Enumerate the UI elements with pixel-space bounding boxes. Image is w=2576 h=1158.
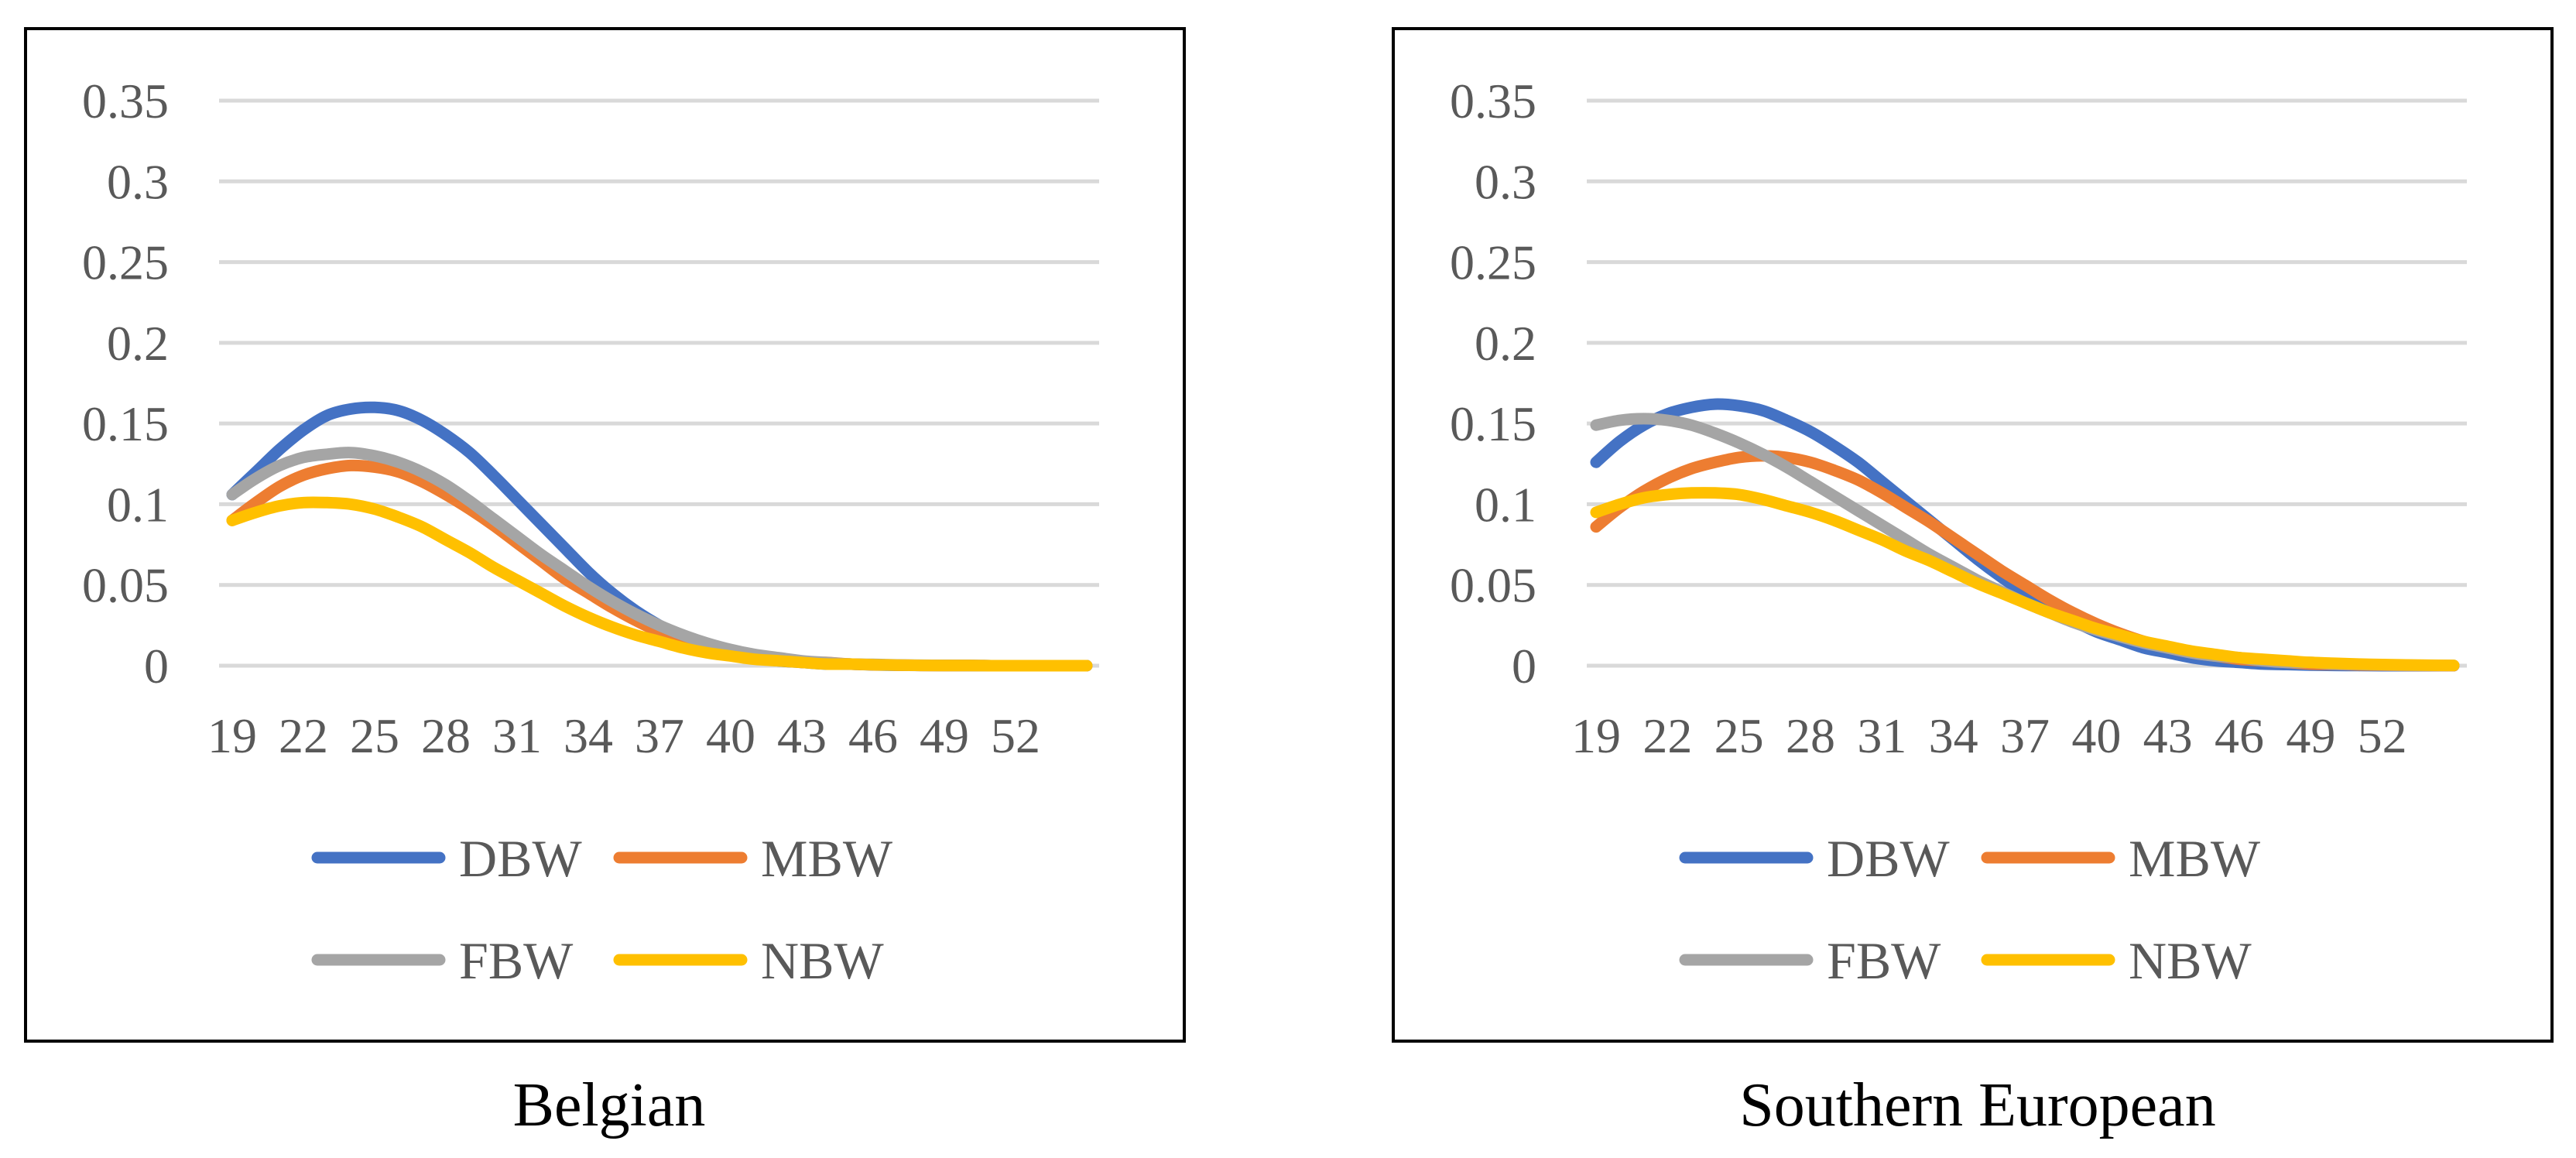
x-tick-label: 34 <box>1929 708 1978 763</box>
x-tick-label: 28 <box>1786 708 1835 763</box>
x-tick-label: 46 <box>848 708 898 763</box>
legend-label-nbw: NBW <box>761 931 884 990</box>
legend-label-fbw: FBW <box>1827 931 1941 990</box>
x-tick-label: 46 <box>2215 708 2264 763</box>
legend-label-dbw: DBW <box>459 829 582 888</box>
y-tick-label: 0.35 <box>82 74 169 128</box>
x-tick-label: 22 <box>279 708 328 763</box>
x-tick-label: 49 <box>2286 708 2335 763</box>
x-tick-label: 19 <box>1571 708 1621 763</box>
chart-frame <box>24 27 1186 1043</box>
chart-frame <box>1392 27 2554 1043</box>
chart-panel-belgian: 0 0.05 0.1 0.15 0.2 0.25 0.3 0.35 19 22 25 28 31 34 37… <box>24 27 1186 1139</box>
x-tick-label: 43 <box>2143 708 2193 763</box>
y-tick-label: 0.15 <box>82 396 169 451</box>
x-tick-label: 37 <box>635 708 684 763</box>
x-tick-label: 31 <box>492 708 542 763</box>
x-tick-label: 40 <box>706 708 755 763</box>
x-tick-label: 43 <box>777 708 827 763</box>
y-tick-label: 0 <box>1512 639 1536 694</box>
x-tick-label: 37 <box>2000 708 2050 763</box>
legend-label-mbw: MBW <box>2129 829 2261 888</box>
legend-label-nbw: NBW <box>2129 931 2252 990</box>
y-tick-label: 0.05 <box>1450 558 1536 613</box>
x-tick-label: 25 <box>350 708 399 763</box>
legend-label-mbw: MBW <box>761 829 893 888</box>
x-tick-label: 31 <box>1857 708 1906 763</box>
y-tick-label: 0.35 <box>1450 74 1536 128</box>
x-tick-label: 25 <box>1714 708 1764 763</box>
chart-caption: Southern European <box>1739 1071 2215 1139</box>
x-tick-label: 19 <box>207 708 257 763</box>
y-tick-label: 0.1 <box>107 477 169 532</box>
chart-panel-southern-european: 0 0.05 0.1 0.15 0.2 0.25 0.3 0.35 19 22 25 28 31 34 37… <box>1392 27 2554 1139</box>
y-tick-label: 0.3 <box>1475 154 1536 209</box>
x-tick-label: 49 <box>920 708 969 763</box>
x-tick-label: 52 <box>2358 708 2407 763</box>
y-tick-label: 0 <box>144 639 169 694</box>
legend-label-fbw: FBW <box>459 931 574 990</box>
y-tick-label: 0.2 <box>1475 316 1536 371</box>
x-tick-label: 52 <box>991 708 1040 763</box>
legend-label-dbw: DBW <box>1827 829 1950 888</box>
chart-caption: Belgian <box>513 1071 706 1139</box>
series-line-nbw <box>226 496 1093 672</box>
x-tick-label: 40 <box>2071 708 2121 763</box>
x-tick-label: 22 <box>1643 708 1692 763</box>
y-tick-label: 0.25 <box>1450 235 1536 290</box>
y-tick-label: 0.3 <box>107 154 169 209</box>
y-tick-label: 0.05 <box>82 558 169 613</box>
x-tick-label: 28 <box>421 708 471 763</box>
x-tick-label: 34 <box>564 708 613 763</box>
y-tick-label: 0.2 <box>107 316 169 371</box>
y-tick-label: 0.15 <box>1450 396 1536 451</box>
y-tick-label: 0.1 <box>1475 477 1536 532</box>
y-tick-label: 0.25 <box>82 235 169 290</box>
series-line-nbw <box>1590 487 2460 672</box>
